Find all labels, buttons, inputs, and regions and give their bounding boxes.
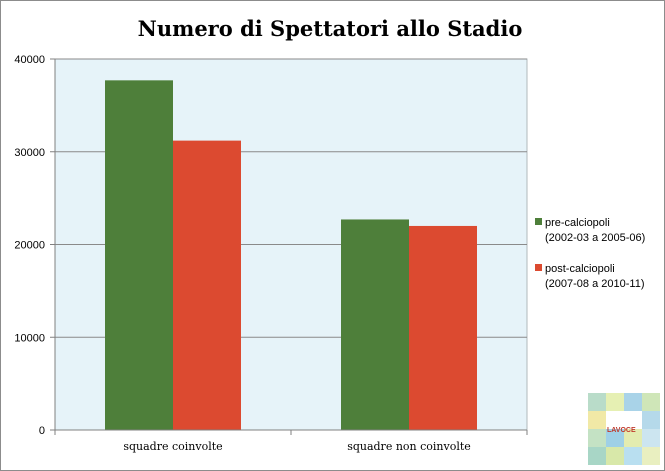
chart-title: Numero di Spettatori allo Stadio (138, 16, 523, 41)
legend: pre-calciopoli (2002-03 a 2005-06) post-ca… (535, 217, 645, 290)
legend-swatch (535, 218, 542, 225)
y-tick-label: 20000 (14, 240, 45, 252)
logo-text: LAVOCE (607, 427, 636, 434)
bars (105, 80, 477, 431)
bar (409, 225, 477, 430)
bar (341, 219, 409, 430)
y-tick-labels: 0 10000 20000 30000 40000 (14, 54, 55, 437)
y-tick-label: 30000 (14, 147, 45, 159)
bar (173, 140, 241, 430)
y-tick-label: 40000 (14, 54, 45, 66)
bar (105, 80, 173, 431)
x-category-label: squadre non coinvolte (347, 440, 471, 453)
y-tick-label: 10000 (14, 332, 45, 344)
x-category-labels: squadre coinvolte squadre non coinvolte (54, 430, 528, 453)
legend-swatch (535, 264, 542, 271)
x-category-label: squadre coinvolte (123, 440, 222, 453)
y-tick-label: 0 (39, 425, 45, 437)
legend-label: post-calciopoli (545, 263, 615, 275)
legend-label: (2007-08 a 2010-11) (545, 278, 644, 290)
legend-label: (2002-03 a 2005-06) (545, 232, 645, 244)
legend-label: pre-calciopoli (545, 217, 610, 229)
lavoce-logo-icon: LAVOCE (588, 393, 660, 465)
